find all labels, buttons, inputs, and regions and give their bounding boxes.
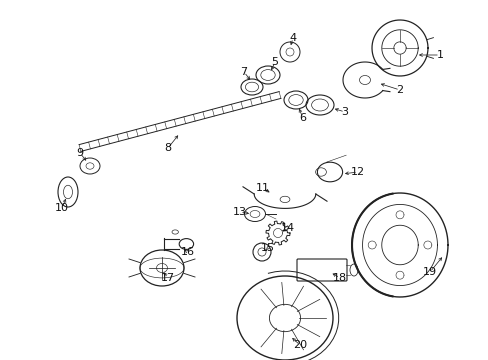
Text: 18: 18 (332, 273, 346, 283)
Text: 15: 15 (261, 243, 274, 253)
Text: 16: 16 (181, 247, 195, 257)
Text: 3: 3 (341, 107, 348, 117)
Text: 12: 12 (350, 167, 365, 177)
Text: 14: 14 (281, 223, 294, 233)
Text: 13: 13 (232, 207, 246, 217)
Text: 6: 6 (299, 113, 306, 123)
Text: 4: 4 (289, 33, 296, 43)
Text: 9: 9 (76, 148, 83, 158)
Text: 8: 8 (164, 143, 171, 153)
Text: 11: 11 (256, 183, 269, 193)
Text: 17: 17 (161, 273, 175, 283)
Text: 5: 5 (271, 57, 278, 67)
Text: 10: 10 (55, 203, 69, 213)
Text: 20: 20 (292, 340, 306, 350)
Text: 7: 7 (240, 67, 247, 77)
Text: 2: 2 (396, 85, 403, 95)
Text: 19: 19 (422, 267, 436, 277)
Text: 1: 1 (436, 50, 443, 60)
